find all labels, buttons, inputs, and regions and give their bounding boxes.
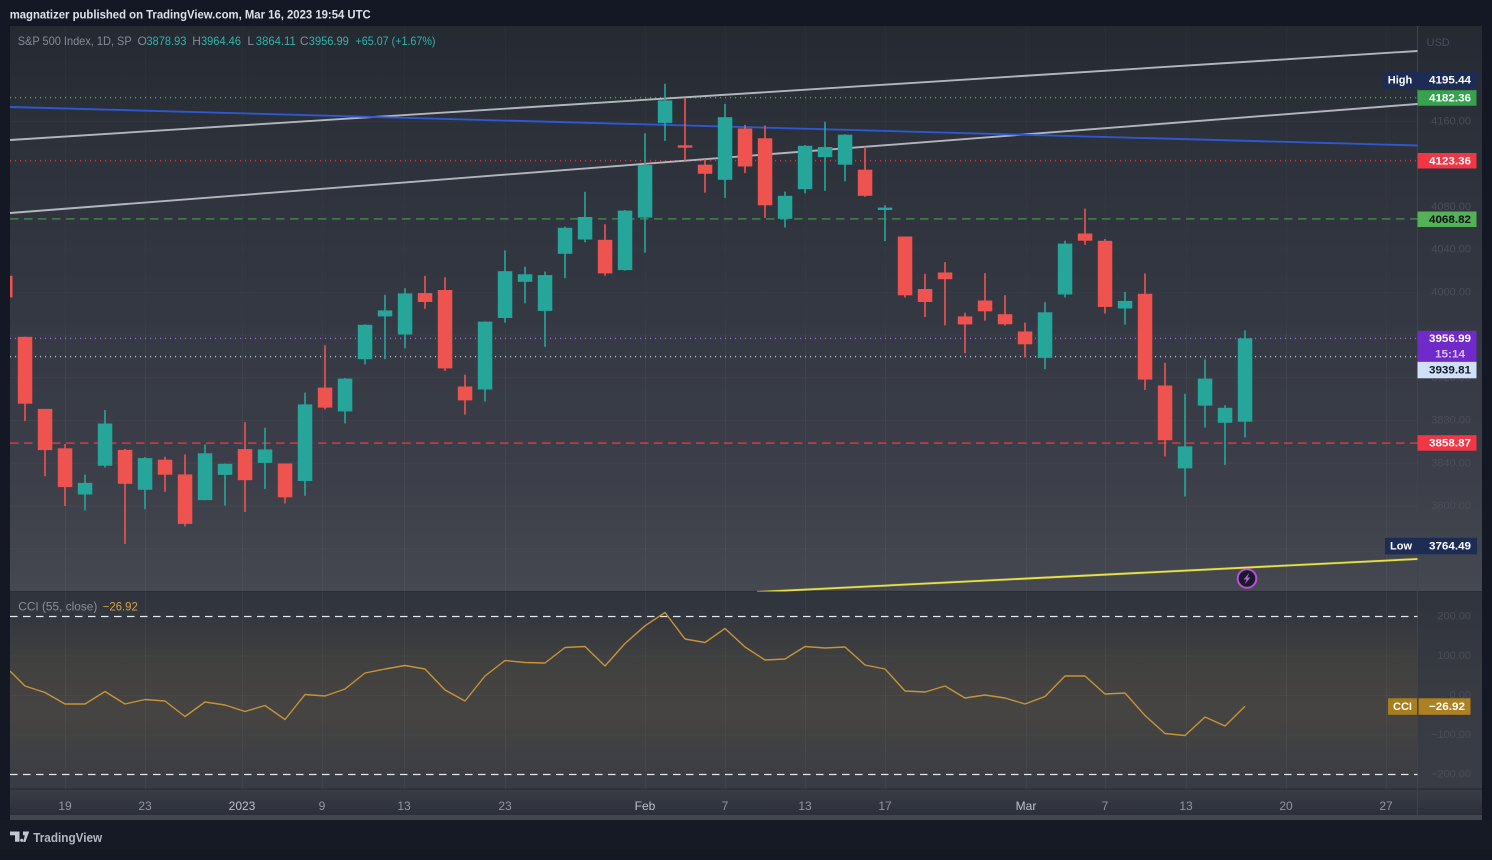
svg-text:3840.00: 3840.00 [1431,457,1471,469]
svg-text:magnatizer published on Tradin: magnatizer published on TradingView.com,… [10,8,371,22]
svg-text:20: 20 [1279,799,1293,813]
svg-text:3764.49: 3764.49 [1429,540,1471,552]
svg-text:4068.82: 4068.82 [1429,214,1471,226]
svg-text:13: 13 [1179,799,1193,813]
svg-text:−100.00: −100.00 [1431,729,1471,741]
svg-text:O: O [138,34,147,48]
svg-text:CCI (55, close): CCI (55, close) [18,602,97,614]
svg-text:13: 13 [798,799,812,813]
svg-text:7: 7 [722,799,729,813]
svg-text:+65.07 (+1.67%): +65.07 (+1.67%) [356,34,436,48]
svg-text:Low: Low [1390,540,1412,552]
svg-text:15:14: 15:14 [1435,348,1466,360]
svg-text:4195.44: 4195.44 [1429,75,1472,87]
svg-text:4040.00: 4040.00 [1431,244,1471,256]
svg-text:3878.93: 3878.93 [146,34,186,48]
svg-text:−26.92: −26.92 [1429,701,1465,713]
svg-text:CCI: CCI [1393,701,1412,713]
svg-text:L: L [247,34,254,48]
svg-text:TradingView: TradingView [33,831,102,845]
svg-text:17: 17 [878,799,892,813]
svg-text:Feb: Feb [635,799,656,813]
svg-text:3864.11: 3864.11 [256,34,296,48]
svg-text:−200.00: −200.00 [1431,769,1471,781]
svg-text:27: 27 [1379,799,1393,813]
svg-text:4080.00: 4080.00 [1431,201,1471,213]
svg-text:4160.00: 4160.00 [1431,116,1471,128]
svg-text:19: 19 [58,799,72,813]
svg-text:200.00: 200.00 [1437,611,1471,623]
svg-text:3880.00: 3880.00 [1431,415,1471,427]
svg-text:H: H [192,34,201,48]
svg-text:4000.00: 4000.00 [1431,286,1471,298]
svg-text:4123.36: 4123.36 [1429,155,1471,167]
svg-text:S&P 500 Index, 1D, SP: S&P 500 Index, 1D, SP [18,34,132,48]
svg-text:4182.36: 4182.36 [1429,92,1471,104]
svg-text:USD: USD [1427,37,1450,49]
svg-text:3956.99: 3956.99 [1429,333,1471,345]
svg-text:23: 23 [498,799,512,813]
svg-text:3964.46: 3964.46 [201,34,241,48]
svg-text:High: High [1388,75,1413,87]
svg-text:3939.81: 3939.81 [1429,365,1471,377]
svg-text:C: C [300,34,309,48]
svg-text:3858.87: 3858.87 [1429,437,1471,449]
svg-text:7: 7 [1102,799,1109,813]
svg-text:−26.92: −26.92 [103,602,138,614]
svg-text:9: 9 [319,799,326,813]
svg-text:100.00: 100.00 [1437,650,1471,662]
svg-text:23: 23 [138,799,152,813]
svg-text:2023: 2023 [229,799,256,813]
svg-text:3956.99: 3956.99 [309,34,349,48]
svg-text:Mar: Mar [1016,799,1037,813]
svg-text:13: 13 [397,799,411,813]
svg-text:3800.00: 3800.00 [1431,500,1471,512]
